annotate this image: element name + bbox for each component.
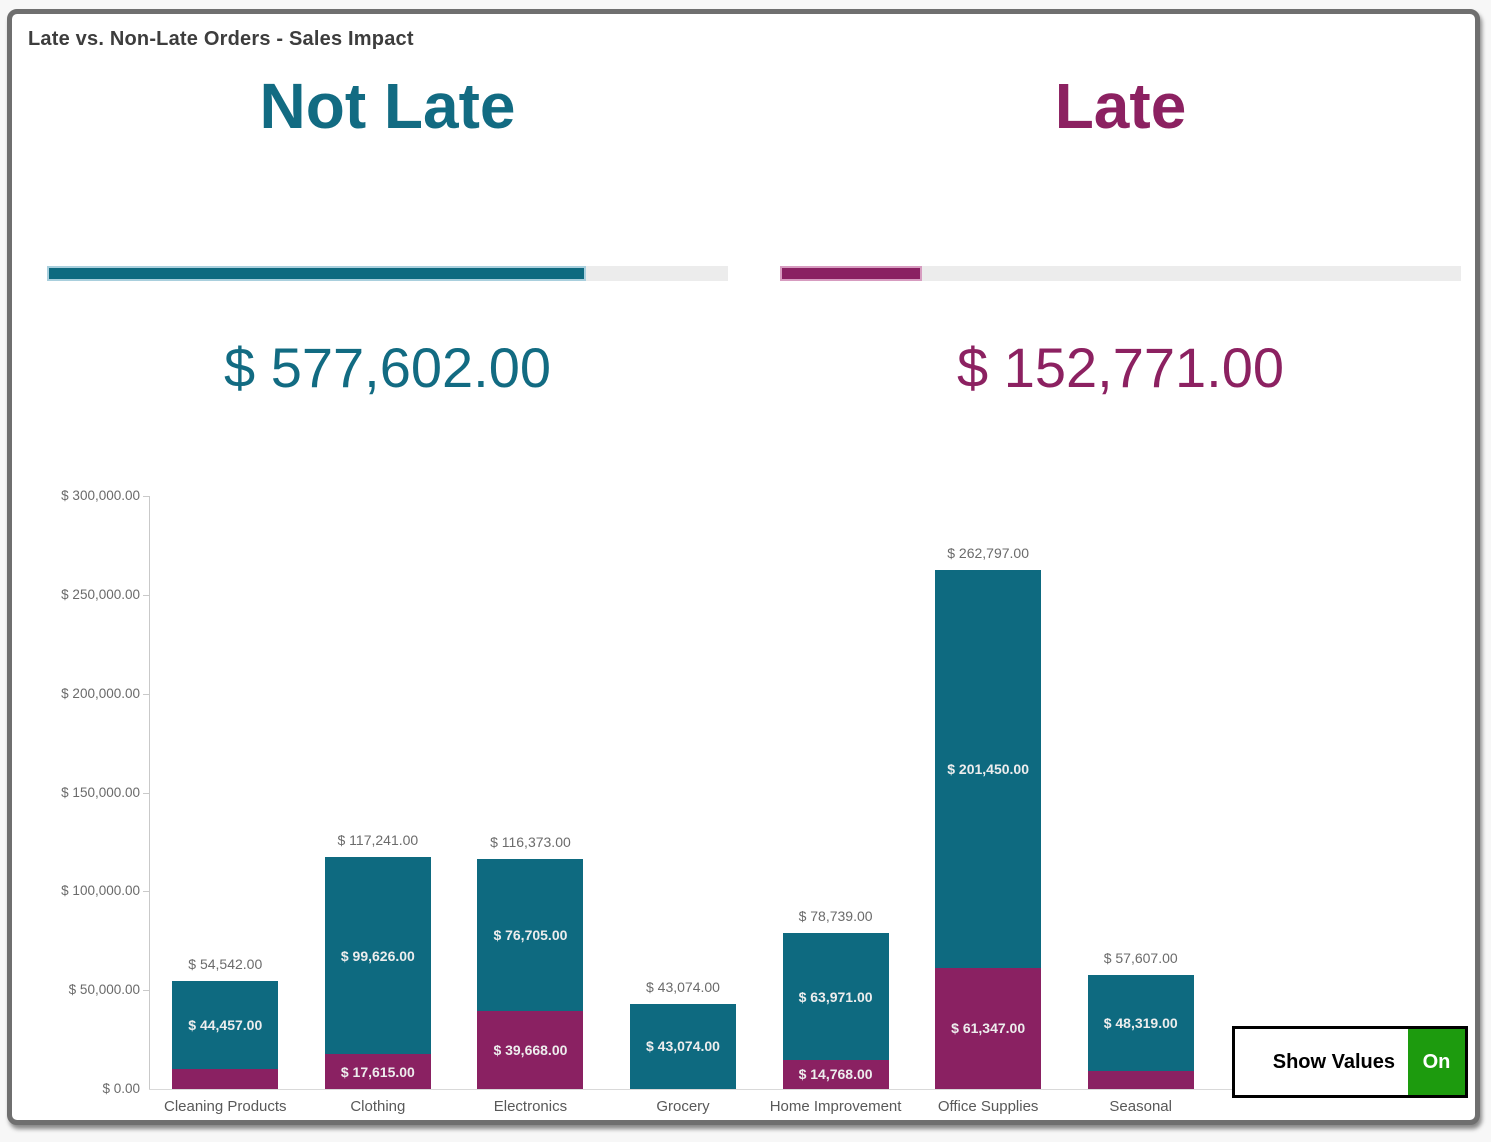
y-axis-tick-mark <box>143 891 149 893</box>
y-axis-tick-mark <box>143 990 149 992</box>
dashboard-window: Late vs. Non-Late Orders - Sales Impact … <box>7 9 1480 1125</box>
kpi-late-value: $ 152,771.00 <box>957 336 1284 399</box>
show-values-label[interactable]: Show Values <box>1272 1050 1395 1073</box>
bar-total-label: $ 43,074.00 <box>646 978 720 995</box>
bar-segment-late[interactable] <box>1087 1070 1194 1089</box>
bar-segment-value: $ 201,450.00 <box>947 760 1029 777</box>
y-axis-tick-label: $ 250,000.00 <box>61 586 140 602</box>
bar-total-label: $ 117,241.00 <box>337 832 419 849</box>
bar-segment-late[interactable]: $ 17,615.00 <box>324 1054 431 1089</box>
bar-segment-late[interactable] <box>172 1069 279 1089</box>
chart-category-group: $ 17,615.00 $ 99,626.00 $ 117,241.00 Clothi… <box>302 496 455 1115</box>
stacked-bar: $ 43,074.00 <box>629 1003 736 1089</box>
kpi-not-late-gauge-fill <box>47 266 586 281</box>
bar-segment-value: $ 48,319.00 <box>1103 1014 1178 1031</box>
bar-segment-not-late[interactable]: $ 201,450.00 <box>935 569 1042 968</box>
y-axis-tick-label: $ 150,000.00 <box>61 784 140 800</box>
bar-total-label: $ 116,373.00 <box>490 833 571 850</box>
chart-category-group: $ 39,668.00 $ 76,705.00 $ 116,373.00 Electr… <box>454 496 607 1115</box>
y-axis-tick-mark <box>143 496 149 497</box>
bar-segment-value: $ 99,626.00 <box>340 947 415 964</box>
stacked-bar: $ 17,615.00 $ 99,626.00 <box>324 857 431 1089</box>
kpi-row: Not Late $ 577,602.00 Late $ 152,771.00 <box>47 74 1461 399</box>
y-axis-tick-label: $ 200,000.00 <box>61 685 140 701</box>
bar-total-label: $ 54,542.00 <box>188 956 263 973</box>
bar-segment-late[interactable]: $ 14,768.00 <box>782 1059 889 1089</box>
bar-segment-not-late[interactable]: $ 99,626.00 <box>324 857 431 1055</box>
x-axis-category-label[interactable]: Clothing <box>350 1098 406 1115</box>
bar-total-label: $ 57,607.00 <box>1103 950 1178 967</box>
bar-segment-value: $ 76,705.00 <box>493 926 568 943</box>
stacked-bar: $ 48,319.00 <box>1087 975 1194 1089</box>
bar-total-label: $ 78,739.00 <box>798 908 873 925</box>
kpi-late-title: Late <box>1054 70 1187 142</box>
y-axis-tick-mark <box>143 792 149 794</box>
y-axis-tick-label: $ 300,000.00 <box>61 488 140 503</box>
show-values-button[interactable]: Show Values On <box>1232 1026 1468 1098</box>
x-axis-category-label[interactable]: Grocery <box>656 1098 710 1115</box>
toggle-state-on[interactable]: On <box>1408 1029 1465 1095</box>
stacked-bar-chart: $ 0.00 $ 50,000.00 $ 100,000.00 $ 150,000.0… <box>22 476 1462 1136</box>
chart-category-group: $ 61,347.00 $ 201,450.00 $ 262,797.00 Offic… <box>912 496 1065 1115</box>
kpi-not-late: Not Late $ 577,602.00 <box>47 74 728 399</box>
y-axis-tick-label: $ 0.00 <box>102 1081 140 1096</box>
bar-segment-value: $ 43,074.00 <box>646 1038 720 1055</box>
stacked-bar: $ 44,457.00 <box>172 981 279 1089</box>
bar-segment-not-late[interactable]: $ 43,074.00 <box>629 1003 736 1089</box>
y-axis-tick-label: $ 100,000.00 <box>61 883 140 899</box>
kpi-not-late-title: Not Late <box>259 70 516 142</box>
page-title: Late vs. Non-Late Orders - Sales Impact <box>28 28 414 50</box>
bar-total-label: $ 262,797.00 <box>947 544 1029 561</box>
stacked-bar: $ 14,768.00 $ 63,971.00 <box>782 933 889 1089</box>
bar-segment-not-late[interactable]: $ 48,319.00 <box>1087 975 1194 1071</box>
kpi-late-gauge-fill <box>780 266 923 281</box>
stacked-bar: $ 61,347.00 $ 201,450.00 <box>935 569 1042 1089</box>
kpi-not-late-value: $ 577,602.00 <box>224 336 551 399</box>
y-axis-tick-mark <box>143 693 149 695</box>
bar-segment-value: $ 61,347.00 <box>951 1020 1026 1037</box>
x-axis-category-label[interactable]: Cleaning Products <box>163 1098 287 1115</box>
bar-segment-late[interactable]: $ 39,668.00 <box>477 1010 584 1089</box>
x-axis-line <box>149 1089 1242 1090</box>
y-axis-tick-mark <box>143 594 149 596</box>
x-axis-category-label[interactable]: Office Supplies <box>937 1098 1039 1115</box>
bar-segment-value: $ 14,768.00 <box>798 1066 873 1083</box>
kpi-late-gauge <box>780 266 1461 281</box>
bar-segment-not-late[interactable]: $ 63,971.00 <box>782 933 889 1060</box>
bar-segment-not-late[interactable]: $ 44,457.00 <box>172 981 279 1070</box>
y-axis-tick-label: $ 50,000.00 <box>68 982 140 998</box>
x-axis-category-label[interactable]: Home Improvement <box>769 1098 902 1115</box>
stacked-bar: $ 39,668.00 $ 76,705.00 <box>477 858 584 1089</box>
x-axis-category-label[interactable]: Seasonal <box>1109 1098 1172 1115</box>
bar-segment-late[interactable]: $ 61,347.00 <box>935 967 1042 1089</box>
bar-segment-not-late[interactable]: $ 76,705.00 <box>477 858 584 1011</box>
bar-segment-value: $ 63,971.00 <box>798 988 873 1005</box>
y-axis-line <box>149 496 150 1089</box>
chart-category-group: $ 48,319.00 $ 57,607.00 Seasonal <box>1064 496 1217 1115</box>
chart-category-group: $ 14,768.00 $ 63,971.00 $ 78,739.00 Home Im… <box>759 496 912 1115</box>
bar-segment-value: $ 17,615.00 <box>340 1063 415 1080</box>
chart-category-group: $ 44,457.00 $ 54,542.00 Cleaning Products <box>149 496 302 1115</box>
x-axis-category-label[interactable]: Electronics <box>493 1098 568 1115</box>
kpi-late: Late $ 152,771.00 <box>780 74 1461 399</box>
chart-category-group: $ 43,074.00 $ 43,074.00 Grocery <box>607 496 760 1115</box>
bar-segment-value: $ 44,457.00 <box>188 1017 263 1034</box>
bar-segment-value: $ 39,668.00 <box>493 1041 568 1058</box>
kpi-not-late-gauge <box>47 266 728 281</box>
